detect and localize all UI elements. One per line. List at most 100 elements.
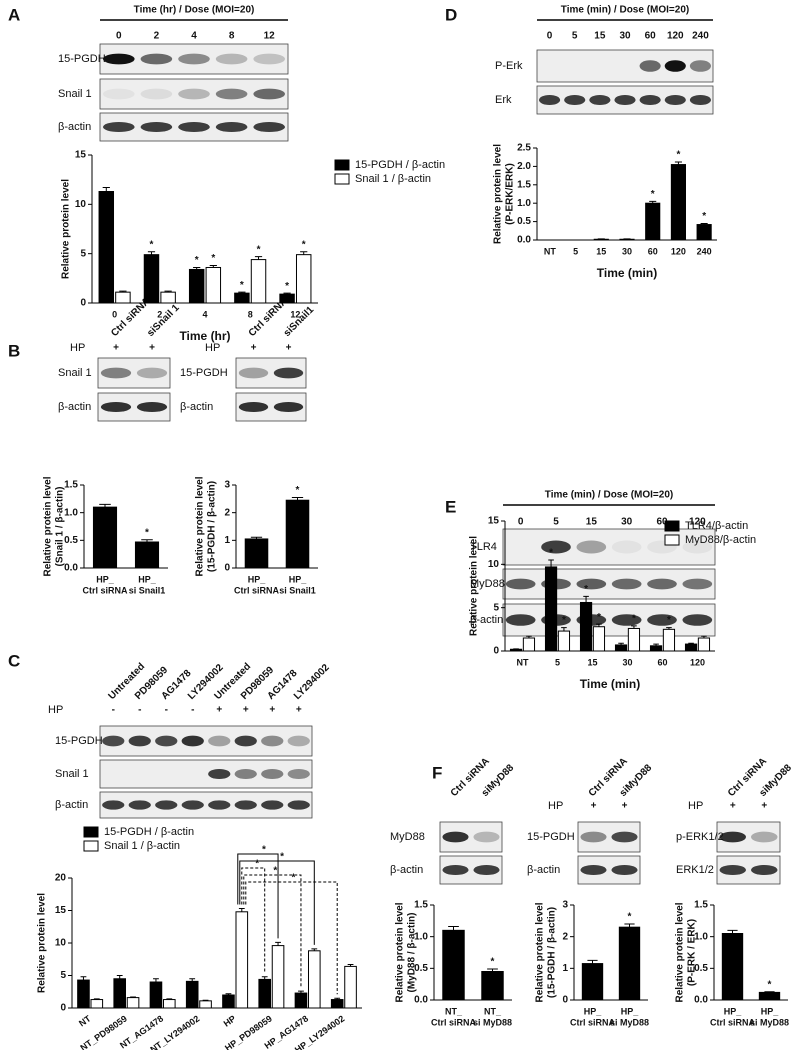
- significance: *: [632, 614, 636, 625]
- band: [253, 121, 285, 133]
- bracket: [237, 853, 279, 939]
- y-tick-label: 5: [493, 602, 499, 613]
- band: [639, 60, 661, 72]
- significance: *: [702, 211, 706, 222]
- legend-swatch: [83, 826, 99, 838]
- legend-swatch: [664, 520, 680, 532]
- legend-label: 15-PGDH / β-actin: [355, 159, 445, 171]
- band: [181, 800, 204, 810]
- row-label: β-actin: [58, 121, 91, 133]
- treatment-sign: +: [243, 705, 249, 716]
- band: [140, 121, 173, 133]
- x-tick-label: 12: [290, 309, 300, 319]
- legend-swatch: [334, 173, 350, 185]
- y-axis-label: (P-ERK/ERK): [505, 163, 516, 225]
- error-bar: [587, 959, 598, 964]
- y-axis-label: Relative protein level: [493, 144, 504, 244]
- x-tick-label: si Snail1: [279, 585, 316, 595]
- lane-label: 0: [116, 31, 122, 42]
- y-tick-label: 0.0: [414, 995, 428, 1006]
- band: [287, 735, 310, 747]
- bar: [481, 971, 504, 1001]
- bar: [344, 965, 357, 1009]
- significance: *: [491, 957, 495, 968]
- lane-label: 30: [621, 517, 633, 528]
- y-tick-label: 20: [55, 873, 67, 884]
- band: [102, 735, 125, 747]
- y-axis-label: (Snail 1 / β-actin): [55, 486, 66, 566]
- error-bar: [99, 503, 111, 508]
- band: [234, 735, 257, 747]
- bar: [126, 997, 140, 1009]
- band: [541, 540, 571, 554]
- band: [611, 614, 642, 626]
- treatment-label: HP: [70, 342, 85, 354]
- treatment-sign: +: [269, 705, 275, 716]
- bar: [188, 268, 205, 304]
- treatment-sign: +: [591, 801, 597, 812]
- band: [178, 53, 210, 65]
- significance: *: [280, 852, 284, 863]
- bar: [307, 950, 321, 1009]
- significance: *: [255, 859, 259, 870]
- band: [238, 401, 269, 413]
- x-tick-label: Ctrl siRNA: [710, 1017, 756, 1027]
- error-bar: [311, 948, 318, 951]
- bar: [244, 538, 269, 569]
- bar: [279, 293, 295, 304]
- bar: [509, 648, 523, 652]
- bar: [581, 963, 604, 1001]
- error-bar: [147, 251, 156, 255]
- error-bar: [153, 978, 159, 982]
- x-tick-label: 2: [157, 309, 162, 319]
- error-bar: [130, 996, 136, 998]
- y-tick-label: 15: [488, 516, 500, 527]
- x-tick-label: NT: [544, 246, 556, 256]
- band: [576, 540, 607, 554]
- blot-header: Time (min) / Dose (MOI=20): [561, 5, 689, 16]
- x-tick-label: NT_: [445, 1006, 463, 1016]
- significance: *: [676, 150, 680, 161]
- band: [273, 401, 304, 413]
- error-bar: [561, 627, 567, 632]
- bracket: [243, 874, 302, 988]
- band: [215, 88, 248, 100]
- band: [647, 614, 677, 626]
- bar: [115, 291, 131, 304]
- y-tick-label: 1.5: [517, 179, 531, 190]
- band: [128, 800, 151, 810]
- error-bar: [300, 251, 308, 255]
- panel-label: B: [8, 341, 20, 360]
- y-tick-label: 1.0: [414, 931, 428, 942]
- error-bar: [764, 991, 775, 993]
- y-tick-label: 0: [60, 1003, 66, 1014]
- significance: *: [262, 845, 266, 856]
- panel-label: F: [432, 763, 442, 782]
- row-label: TLR4: [470, 541, 497, 553]
- band: [576, 578, 607, 590]
- row-label: Snail 1: [58, 88, 92, 100]
- x-tick-label: Ctrl siRNA: [234, 585, 280, 595]
- y-tick-label: 0.0: [64, 563, 78, 574]
- row-label: β-actin: [390, 864, 423, 876]
- significance: *: [145, 527, 149, 538]
- band: [647, 578, 677, 590]
- x-tick-label: HP_: [289, 574, 308, 584]
- bar: [162, 999, 176, 1009]
- x-tick-label: HP_: [138, 574, 157, 584]
- lane-label: LY294002: [292, 662, 332, 702]
- treatment-label: HP: [548, 800, 563, 812]
- band: [261, 800, 284, 810]
- lane-label: 4: [191, 31, 197, 42]
- blot-strip: [502, 568, 716, 600]
- significance: *: [549, 548, 553, 559]
- error-bar: [189, 978, 196, 982]
- row-label: 15-PGDH: [527, 831, 575, 843]
- treatment-sign: +: [730, 801, 736, 812]
- band: [751, 864, 778, 876]
- error-bar: [202, 999, 209, 1001]
- error-bar: [701, 635, 707, 638]
- band: [103, 88, 135, 100]
- y-tick-label: 3: [224, 480, 230, 491]
- bar: [295, 254, 312, 304]
